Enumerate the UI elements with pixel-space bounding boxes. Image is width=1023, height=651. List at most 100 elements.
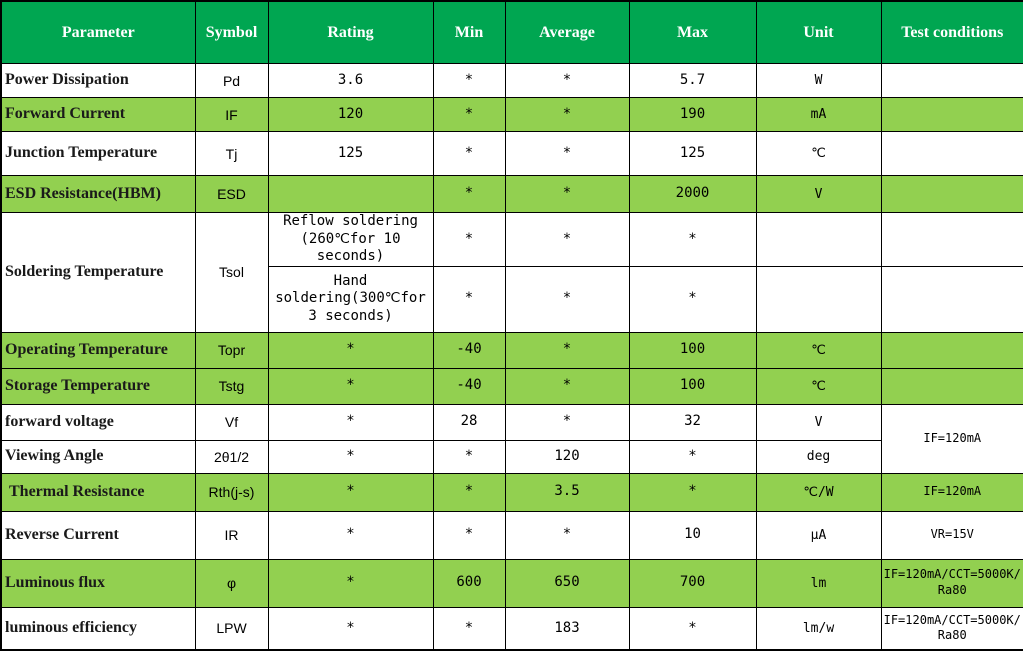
table-cell-val: * xyxy=(628,212,757,267)
table-cell-val: * xyxy=(504,63,630,98)
table-cell-val: 125 xyxy=(628,131,757,176)
table-cell-test: VR=15V xyxy=(880,510,1023,560)
table-row: Reverse Current IR * * * 10 μA VR=15V xyxy=(0,510,1023,560)
table-cell-test: IF=120mA/CCT=5000K/Ra80 xyxy=(880,606,1023,651)
table-cell-test xyxy=(880,331,1023,369)
table-row: Thermal Resistance Rth(j-s) * * 3.5 * ℃/W IF=12… xyxy=(0,472,1023,512)
table-cell-val: * xyxy=(432,510,506,560)
table-cell-sym: Pd xyxy=(194,63,269,98)
table-cell-val: * xyxy=(432,97,506,132)
table-cell-val: * xyxy=(504,131,630,176)
table-cell-val: -40 xyxy=(432,367,506,405)
table-row: Storage Temperature Tstg * -40 * 100 ℃ xyxy=(0,367,1023,405)
table-row: Soldering Temperature Tsol Reflow solderin… xyxy=(0,212,1023,333)
table-cell-val xyxy=(267,175,434,213)
table-cell-val: * xyxy=(267,510,434,560)
table-cell-param: forward voltage xyxy=(0,403,196,441)
table-cell-sym: Tstg xyxy=(194,367,269,405)
table-cell-val: * xyxy=(432,439,506,474)
table-cell-val: 100 xyxy=(628,367,757,405)
table-cell-val: * xyxy=(504,265,630,333)
table-cell-unit: ℃/W xyxy=(755,472,882,512)
table-row: Viewing Angle 2θ1/2 * * 120 * deg xyxy=(0,439,1023,474)
table-cell-unit: ℃ xyxy=(755,131,882,176)
table-cell-val: * xyxy=(432,175,506,213)
table-cell-param: Viewing Angle xyxy=(0,439,196,474)
table-cell-val: 28 xyxy=(432,403,506,441)
table-cell-unit: lm xyxy=(755,558,882,608)
table-cell-sym: 2θ1/2 xyxy=(194,439,269,474)
table-cell-unit: μA xyxy=(755,510,882,560)
table-row: Hand soldering(300℃for 3 seconds) * * * xyxy=(1,265,1023,333)
table-row: Junction Temperature Tj 125 * * 125 ℃ xyxy=(0,131,1023,176)
table-cell-val: * xyxy=(504,175,630,213)
column-header-min: Min xyxy=(432,0,506,64)
table-cell-val: 10 xyxy=(628,510,757,560)
column-header-max: Max xyxy=(628,0,757,64)
table-cell-param: Luminous flux xyxy=(0,558,196,608)
table-cell-param: ESD Resistance(HBM) xyxy=(0,175,196,213)
table-cell-sym: Topr xyxy=(194,331,269,369)
table-cell-param: Soldering Temperature xyxy=(0,212,196,333)
table-cell-test: IF=120mA xyxy=(880,403,1023,474)
table-cell-unit: V xyxy=(755,403,882,441)
table-cell-val: 32 xyxy=(628,403,757,441)
table-cell-param: Forward Current xyxy=(0,97,196,132)
table-cell-val: * xyxy=(432,63,506,98)
table-cell-unit: mA xyxy=(755,97,882,132)
table-cell-val: * xyxy=(267,606,434,651)
table-cell-sym: Tj xyxy=(194,131,269,176)
table-cell-val: * xyxy=(432,265,506,333)
table-body: Power Dissipation Pd 3.6 * * 5.7 W Forward Curr… xyxy=(0,63,1023,651)
table-cell-sym: Vf xyxy=(194,403,269,441)
table-cell-val: -40 xyxy=(432,331,506,369)
table-row: Luminous flux φ * 600 650 700 lm IF=120mA/CCT=5… xyxy=(0,558,1023,608)
table-row: luminous efficiency LPW * * 183 * lm/w IF=120mA… xyxy=(0,606,1023,651)
table-cell-unit: V xyxy=(755,175,882,213)
table-row: ESD Resistance(HBM) ESD * * 2000 V xyxy=(0,175,1023,213)
table-row: forward voltage Vf * 28 * 32 V IF=120mA xyxy=(0,403,1023,474)
table-row: Forward Current IF 120 * * 190 mA xyxy=(0,97,1023,132)
table-cell-test: IF=120mA/CCT=5000K/Ra80 xyxy=(880,558,1023,608)
table-row: Power Dissipation Pd 3.6 * * 5.7 W xyxy=(0,63,1023,98)
table-cell-val: * xyxy=(504,212,630,267)
table-cell-sym: Rth(j-s) xyxy=(194,472,269,512)
table-cell-test xyxy=(880,97,1023,132)
table-cell-val: * xyxy=(504,331,630,369)
column-header-rating: Rating xyxy=(267,0,434,64)
column-header-symbol: Symbol xyxy=(194,0,269,64)
table-cell-val: 120 xyxy=(267,97,434,132)
column-header-test-conditions: Test conditions xyxy=(880,0,1023,64)
table-cell-val: * xyxy=(267,367,434,405)
table-cell-val: 120 xyxy=(504,439,630,474)
table-cell-val: * xyxy=(628,439,757,474)
table-cell-val: * xyxy=(432,472,506,512)
table-cell-val: * xyxy=(504,367,630,405)
table-cell-test xyxy=(880,175,1023,213)
table-cell-val: * xyxy=(628,472,757,512)
table-cell-sym: IR xyxy=(194,510,269,560)
table-cell-sym: φ xyxy=(194,558,269,608)
table-cell-val: 183 xyxy=(504,606,630,651)
column-header-parameter: Parameter xyxy=(0,0,196,64)
table-cell-val: 700 xyxy=(628,558,757,608)
table-cell-test xyxy=(880,265,1023,333)
table-cell-test xyxy=(880,63,1023,98)
table-cell-val: * xyxy=(504,510,630,560)
table-cell-test: IF=120mA xyxy=(880,472,1023,512)
table-cell-val: 100 xyxy=(628,331,757,369)
table-cell-val: 5.7 xyxy=(628,63,757,98)
table-cell-test xyxy=(880,212,1023,267)
table-cell-param: Junction Temperature xyxy=(0,131,196,176)
table-cell-val: Hand soldering(300℃for 3 seconds) xyxy=(267,265,434,333)
table-cell-param: luminous efficiency xyxy=(0,606,196,651)
table-cell-sym: ESD xyxy=(194,175,269,213)
table-cell-val: * xyxy=(628,265,757,333)
table-cell-val: 3.5 xyxy=(504,472,630,512)
table-cell-val: 125 xyxy=(267,131,434,176)
table-cell-unit xyxy=(755,212,882,267)
table-cell-sym: IF xyxy=(194,97,269,132)
table-cell-val: * xyxy=(267,331,434,369)
table-cell-unit xyxy=(755,265,882,333)
